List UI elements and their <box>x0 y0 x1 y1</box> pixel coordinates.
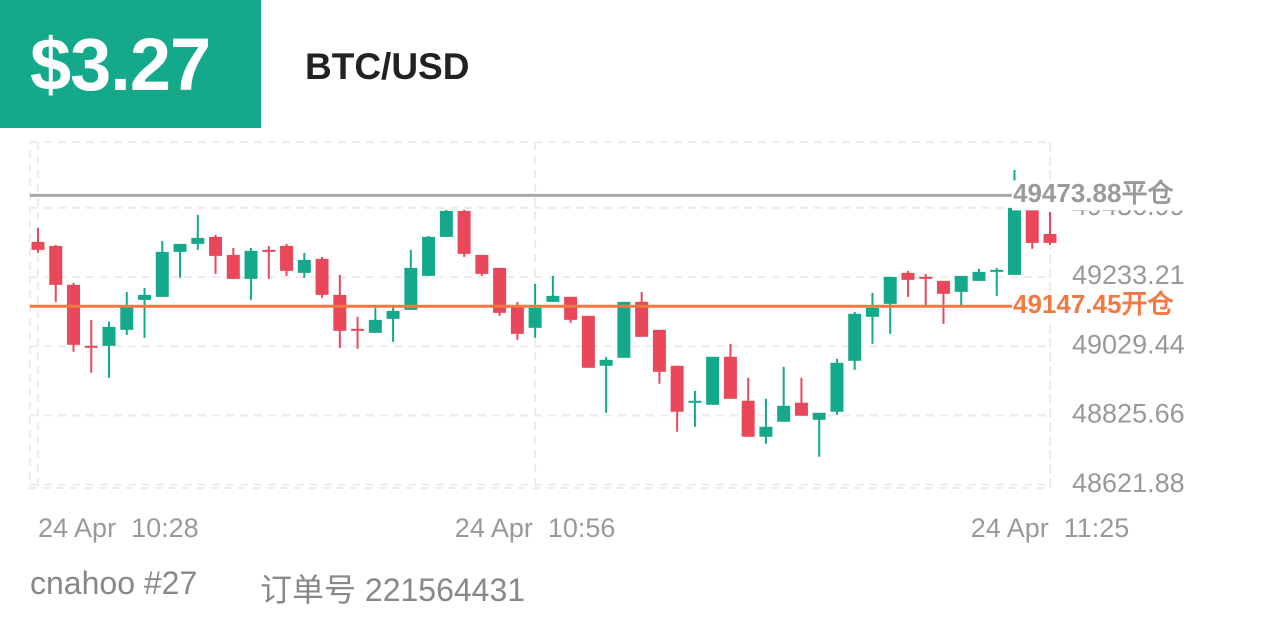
candle-body <box>351 328 365 331</box>
price-label: 49147.45开仓 <box>1013 289 1174 319</box>
candle-body <box>1007 207 1021 275</box>
y-tick-label: 49233.21 <box>1072 260 1185 290</box>
candle-body <box>581 315 595 368</box>
candle-body <box>546 295 560 302</box>
candle-body <box>368 319 382 333</box>
candle-body <box>954 275 968 292</box>
candle-body <box>84 345 98 348</box>
candle-body <box>297 259 311 273</box>
y-tick-label: 48621.88 <box>1072 468 1185 498</box>
candle-body <box>528 307 542 328</box>
x-tick-label: 24 Apr 10:28 <box>38 513 199 543</box>
candle-body <box>919 276 933 279</box>
symbol: BTC/USD <box>305 46 470 87</box>
candle-body <box>706 356 720 405</box>
candle-body <box>794 402 808 416</box>
candle-body <box>670 365 684 412</box>
candle-body <box>333 294 347 331</box>
candle-body <box>617 301 631 358</box>
candle-body <box>280 245 294 271</box>
candle-body <box>493 267 507 313</box>
candle-body <box>741 400 755 437</box>
candle-body <box>138 294 152 300</box>
candle-body <box>155 251 169 297</box>
candle-body <box>1025 209 1039 243</box>
candle-body <box>244 250 258 279</box>
candle-body <box>31 241 45 250</box>
candle-body <box>759 426 773 437</box>
candle-body <box>883 276 897 304</box>
candle-body <box>67 284 81 345</box>
candle-body <box>510 306 524 334</box>
candle-body <box>457 210 471 254</box>
pnl-box: $3.27 <box>0 0 261 128</box>
x-tick-label: 24 Apr 11:25 <box>971 513 1130 543</box>
candle-body <box>972 271 986 281</box>
candle-body <box>830 362 844 412</box>
candle-body <box>209 236 223 256</box>
candle-body <box>652 329 666 372</box>
candle-body <box>688 400 702 403</box>
candle-body <box>315 258 329 295</box>
candle-body <box>1043 233 1057 243</box>
candle-body <box>191 237 205 244</box>
candle-body <box>386 310 400 319</box>
candle-body <box>475 254 489 274</box>
price-label: 49473.88平仓 <box>1013 178 1174 208</box>
candle-body <box>936 280 950 294</box>
candle-body <box>226 254 240 279</box>
candle-body <box>865 307 879 317</box>
candle-body <box>812 412 826 420</box>
candle-body <box>422 236 436 276</box>
candle-body <box>173 243 187 252</box>
order-number: 订单号 221564431 <box>260 572 526 608</box>
x-tick-label: 24 Apr 10:56 <box>455 513 616 543</box>
candle-body <box>990 269 1004 272</box>
account: cnahoo #27 <box>30 565 198 601</box>
candle-body <box>901 272 915 280</box>
candle-body <box>49 245 63 285</box>
chart: 48621.8848825.6649029.4449233.2149436.99… <box>29 141 1202 544</box>
price-label-bg <box>1012 291 1202 322</box>
candle-body <box>635 301 649 337</box>
candle-body <box>439 210 453 237</box>
candle-body <box>564 296 578 320</box>
candle-body <box>102 326 116 346</box>
price-label-bg <box>1012 180 1202 211</box>
candle-body <box>262 249 276 252</box>
candle-body <box>599 359 613 366</box>
candle-body <box>404 267 418 310</box>
y-tick-label: 48825.66 <box>1072 399 1185 429</box>
pnl: $3.27 <box>30 23 211 106</box>
candle-body <box>723 356 737 399</box>
candle-body <box>777 405 791 422</box>
y-tick-label: 49029.44 <box>1072 329 1185 359</box>
candle-body <box>120 305 134 330</box>
candle-body <box>848 313 862 361</box>
